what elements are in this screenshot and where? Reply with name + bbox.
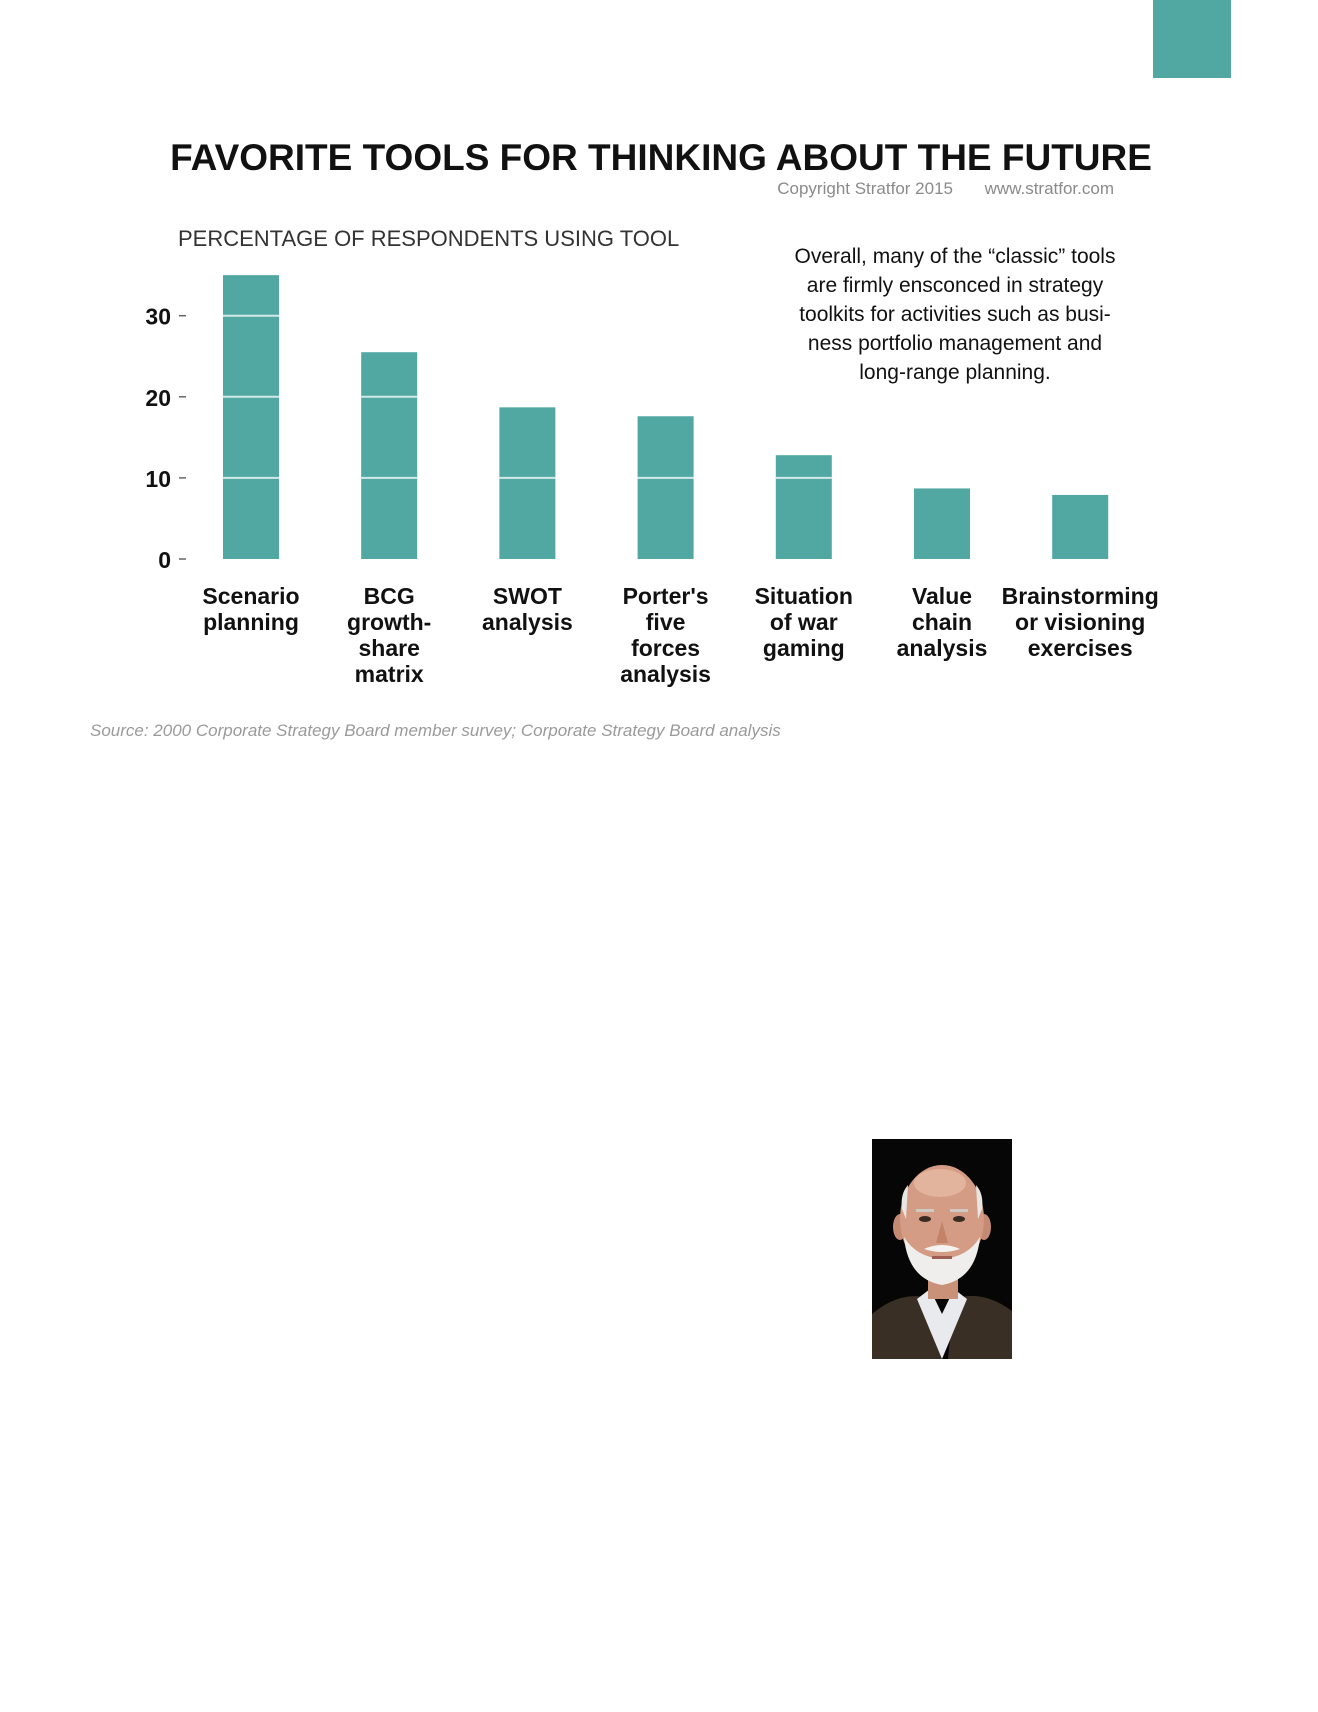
category-label: Porter's — [623, 583, 709, 609]
bar — [914, 488, 970, 559]
category-label: Value — [912, 583, 972, 609]
y-tick-label: 20 — [145, 385, 171, 411]
chart-source: Source: 2000 Corporate Strategy Board me… — [90, 721, 781, 740]
y-tick-label: 30 — [145, 304, 171, 330]
bar — [637, 416, 694, 559]
bar-chart: FAVORITE TOOLS FOR THINKING ABOUT THE FU… — [90, 137, 1159, 740]
category-label: analysis — [897, 635, 988, 661]
corner-accent-block — [1153, 0, 1231, 78]
category-label: of war — [770, 609, 838, 635]
bar — [361, 352, 418, 559]
bar — [223, 275, 279, 559]
category-label: planning — [203, 609, 299, 635]
y-axis-ticks: 0 10 20 30 — [145, 304, 186, 573]
category-label: chain — [912, 609, 972, 635]
y-tick-label: 10 — [145, 466, 171, 492]
category-label: share — [359, 635, 420, 661]
category-label: exercises — [1028, 635, 1133, 661]
category-label: forces — [631, 635, 700, 661]
chart-title: FAVORITE TOOLS FOR THINKING ABOUT THE FU… — [170, 137, 1152, 178]
category-label: Brainstorming — [1002, 583, 1159, 609]
annotation-line: are firmly ensconced in strategy — [807, 274, 1104, 297]
annotation-line: Overall, many of the “classic” tools — [795, 245, 1116, 268]
category-label: growth- — [347, 609, 431, 635]
bar — [499, 407, 556, 559]
category-label: SWOT — [493, 583, 562, 609]
chart-copyright: Copyright Stratfor 2015 — [777, 179, 953, 198]
annotation-line: ness portfolio management and — [808, 332, 1102, 355]
category-label: BCG — [364, 583, 415, 609]
category-label: or visioning — [1015, 609, 1145, 635]
category-label: matrix — [355, 661, 424, 687]
category-label: analysis — [620, 661, 711, 687]
portrait-illustration — [872, 1139, 1012, 1359]
bar — [775, 455, 832, 559]
category-label: Scenario — [202, 583, 299, 609]
bars-group — [223, 275, 1109, 559]
bar — [1052, 494, 1109, 559]
y-tick-label: 0 — [158, 547, 171, 573]
annotation-line: long-range planning. — [859, 361, 1050, 384]
y-axis-label: PERCENTAGE OF RESPONDENTS USING TOOL — [178, 226, 679, 251]
category-label: five — [646, 609, 686, 635]
chart-annotation: Overall, many of the “classic” tools are … — [795, 245, 1116, 384]
chart-website: www.stratfor.com — [984, 179, 1114, 198]
category-label: analysis — [482, 609, 573, 635]
category-label: Situation — [755, 583, 853, 609]
portrait-photo — [872, 1139, 1012, 1359]
category-label: gaming — [763, 635, 845, 661]
annotation-line: toolkits for activities such as busi- — [799, 303, 1111, 326]
